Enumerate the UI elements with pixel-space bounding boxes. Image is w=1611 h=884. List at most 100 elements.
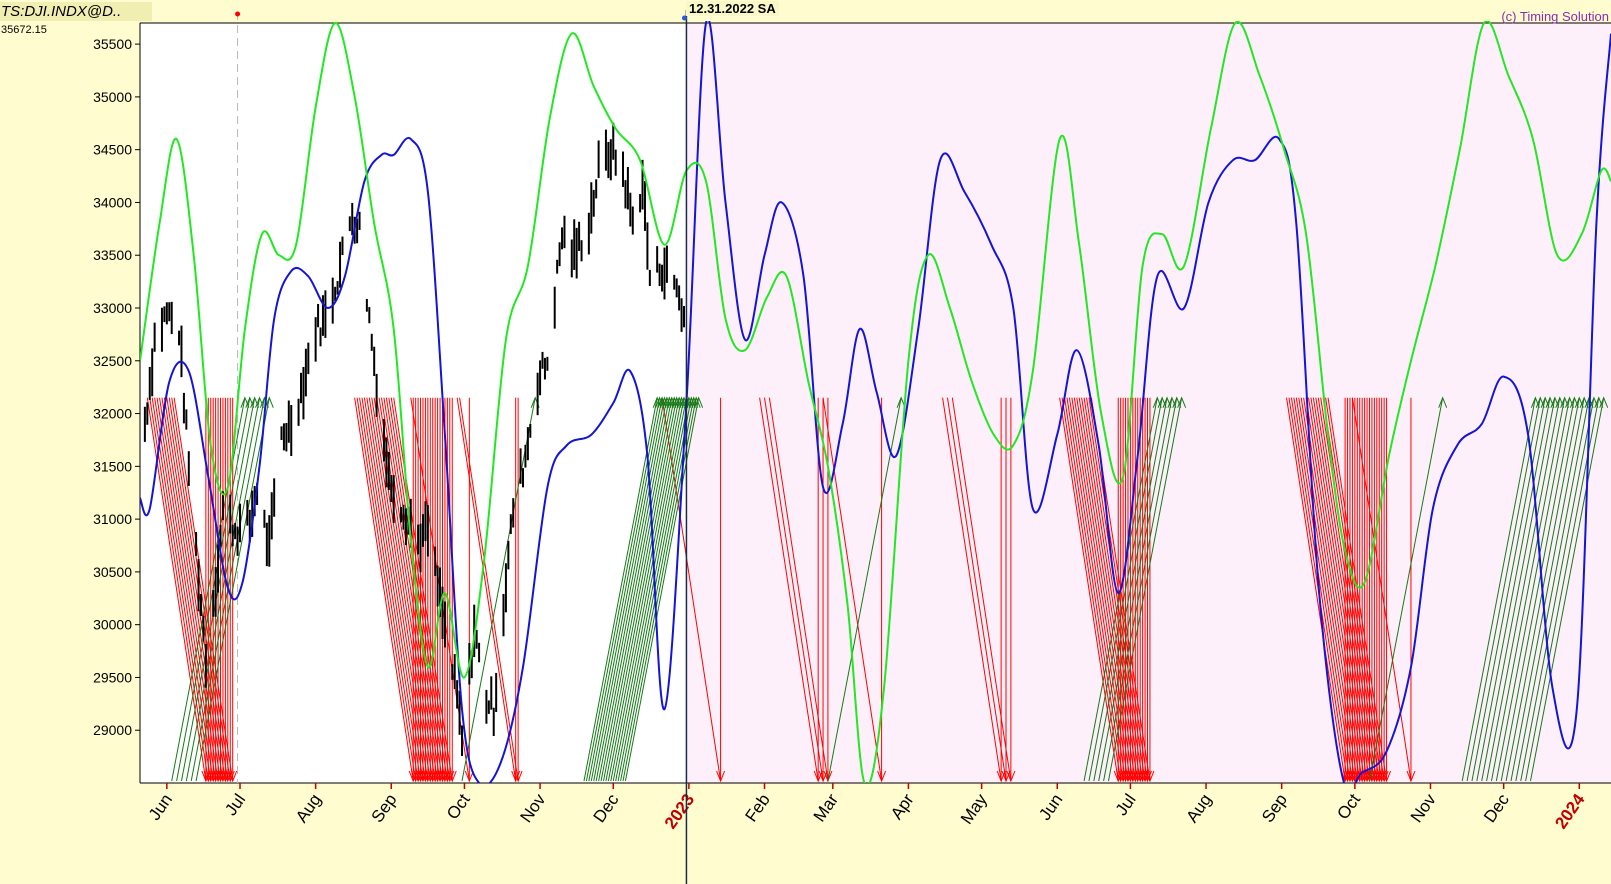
- green-arrow: [612, 397, 687, 782]
- red-arrow: [1064, 397, 1124, 782]
- red-arrow: [381, 397, 441, 782]
- x-tick-label: Dec: [1480, 790, 1513, 826]
- forecast-divider-dot: [681, 15, 687, 21]
- y-tick-label: 35000: [93, 89, 132, 105]
- red-arrow: [156, 397, 217, 782]
- green-arrow: [1490, 397, 1566, 782]
- x-tick-label: Sep: [368, 790, 401, 826]
- red-arrow: [383, 397, 443, 782]
- green-arrow-head: [1599, 396, 1609, 408]
- green-arrow: [1500, 397, 1575, 782]
- red-arrow: [166, 397, 226, 782]
- y-tick-label: 30500: [93, 564, 132, 580]
- red-arrow: [759, 397, 819, 782]
- red-arrow: [1327, 397, 1388, 782]
- green-arrow: [185, 397, 261, 782]
- red-arrow: [388, 397, 448, 782]
- y-tick-label: 30000: [93, 617, 132, 633]
- green-projection-line: [140, 21, 1611, 783]
- green-arrow: [610, 397, 685, 782]
- red-arrow: [163, 397, 224, 782]
- y-tick-label: 31000: [93, 511, 132, 527]
- green-arrow: [1088, 397, 1163, 782]
- red-arrow: [1317, 397, 1378, 782]
- red-arrow: [171, 397, 231, 782]
- green-arrow-head: [691, 396, 701, 408]
- green-arrow: [1515, 397, 1590, 782]
- x-tick-label: Jun: [1035, 790, 1066, 823]
- green-arrow: [1107, 397, 1183, 782]
- green-arrow: [1103, 397, 1178, 782]
- red-arrow: [1083, 397, 1144, 782]
- y-tick-label: 31500: [93, 458, 132, 474]
- x-tick-label: Nov: [1407, 790, 1440, 826]
- red-arrow: [373, 397, 434, 782]
- credit-label: (c) Timing Solution: [1501, 9, 1609, 24]
- red-arrow-head: [1006, 770, 1016, 783]
- x-tick-label: Oct: [1333, 790, 1364, 823]
- red-arrow: [1088, 397, 1148, 782]
- red-arrow: [1322, 397, 1383, 782]
- red-arrow: [371, 397, 431, 782]
- y-tick-label: 29500: [93, 669, 132, 685]
- x-tick-label: Sep: [1258, 790, 1291, 826]
- x-tick-label: Jul: [221, 790, 249, 819]
- green-arrow: [1530, 397, 1605, 782]
- red-arrow-head: [447, 770, 457, 783]
- red-arrow: [1315, 397, 1375, 782]
- green-arrow: [1510, 397, 1585, 782]
- red-arrow: [1286, 397, 1346, 782]
- red-arrow: [1312, 397, 1373, 782]
- green-arrow: [1369, 397, 1444, 782]
- green-arrow: [1525, 397, 1600, 782]
- red-arrow-head: [716, 770, 726, 783]
- x-tick-label: Apr: [887, 790, 918, 823]
- red-arrow: [1305, 397, 1366, 782]
- green-arrow: [1461, 397, 1536, 782]
- red-arrow: [1081, 397, 1141, 782]
- red-arrow: [946, 397, 1007, 782]
- green-arrow: [590, 397, 665, 782]
- red-arrow: [1078, 397, 1139, 782]
- x-tick-label: Oct: [443, 790, 474, 823]
- green-arrow: [600, 397, 675, 782]
- red-arrow: [173, 397, 234, 782]
- symbol-label[interactable]: TS:DJI.INDX@D..: [0, 2, 152, 21]
- red-arrow: [1295, 397, 1356, 782]
- green-arrow: [827, 397, 902, 782]
- green-arrow-head: [1438, 396, 1448, 408]
- cursor-date-label: 12.31.2022 SA: [686, 1, 779, 16]
- green-arrow: [1481, 397, 1556, 782]
- red-arrow-head: [513, 770, 523, 783]
- red-arrow: [354, 397, 414, 782]
- green-arrow: [595, 397, 670, 782]
- x-tick-label: Aug: [1182, 790, 1215, 826]
- red-arrow: [764, 397, 824, 782]
- green-arrow: [1098, 397, 1173, 782]
- red-arrow-head: [1145, 770, 1155, 783]
- red-arrow: [361, 397, 422, 782]
- red-arrow: [161, 397, 221, 782]
- red-arrow: [1293, 397, 1353, 782]
- green-arrow-head: [694, 396, 704, 408]
- y-tick-label: 32000: [93, 406, 132, 422]
- red-arrow: [1310, 397, 1370, 782]
- green-arrow: [605, 397, 680, 782]
- red-arrow: [822, 397, 883, 782]
- green-arrow: [461, 397, 536, 782]
- green-arrow: [1093, 397, 1168, 782]
- y-tick-label: 32500: [93, 353, 132, 369]
- red-arrow: [456, 397, 517, 782]
- x-tick-label: Jul: [1112, 790, 1140, 819]
- cursor-marker-dot: [235, 11, 241, 17]
- red-arrow: [368, 397, 429, 782]
- red-arrow-head: [1406, 770, 1416, 783]
- red-arrow: [1073, 397, 1134, 782]
- red-arrow-head: [823, 770, 833, 783]
- red-arrow: [366, 397, 426, 782]
- green-arrow: [598, 397, 673, 782]
- red-arrow: [459, 397, 519, 782]
- blue-projection-line: [140, 21, 1611, 783]
- last-value-label: 35672.15: [1, 24, 47, 36]
